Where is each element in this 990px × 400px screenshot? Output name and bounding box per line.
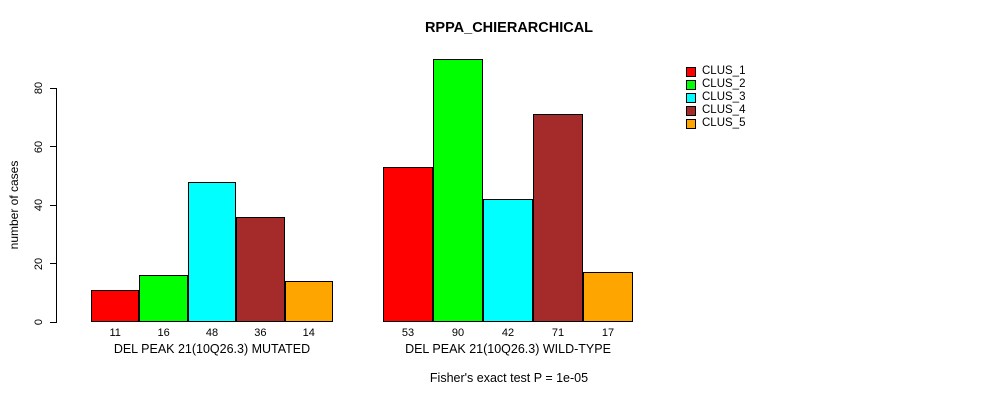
bar: [533, 114, 583, 322]
bar-value-label: 71: [551, 327, 565, 339]
bar: [284, 281, 333, 322]
legend-item: CLUS_3: [686, 91, 745, 104]
fisher-test-annotation: Fisher's exact test P = 1e-05: [429, 371, 589, 385]
legend-swatch: [686, 105, 696, 116]
y-tick-label: 0: [33, 318, 45, 326]
legend-swatch: [686, 79, 696, 90]
y-tick-mark: [50, 263, 57, 264]
group-label: DEL PEAK 21(10Q26.3) WILD-TYPE: [405, 342, 611, 356]
bar: [187, 181, 237, 322]
bar-value-label: 14: [302, 327, 315, 339]
legend-label: CLUS_1: [702, 65, 746, 77]
legend-swatch: [686, 66, 696, 77]
bar-value-label: 36: [254, 327, 267, 339]
legend-item: CLUS_2: [686, 78, 745, 91]
bar-value-label: 11: [109, 327, 121, 339]
legend-label: CLUS_3: [702, 91, 746, 103]
legend-label: CLUS_4: [702, 104, 746, 116]
bar: [139, 275, 188, 322]
bar-value-label: 53: [401, 327, 415, 339]
y-tick-label: 20: [33, 257, 45, 270]
bar: [383, 166, 433, 322]
legend-item: CLUS_4: [686, 104, 745, 117]
y-tick-label: 80: [33, 81, 45, 95]
legend-label: CLUS_2: [702, 78, 746, 90]
bar: [433, 58, 483, 322]
y-tick-mark: [50, 146, 57, 147]
legend-item: CLUS_5: [686, 117, 745, 130]
bar: [483, 199, 533, 322]
bar: [236, 216, 285, 322]
legend: CLUS_1 CLUS_2 CLUS_3 CLUS_4 CLUS_5: [686, 65, 745, 130]
legend-item: CLUS_1: [686, 65, 745, 78]
y-tick-label: 40: [33, 198, 45, 212]
legend-swatch: [686, 118, 696, 129]
bar-value-label: 17: [601, 327, 615, 339]
y-axis-line: [56, 88, 57, 323]
bar: [583, 272, 633, 322]
chart-title: RPPA_CHIERARCHICAL: [424, 20, 594, 36]
y-tick-label: 60: [33, 140, 45, 153]
bar-value-label: 48: [205, 327, 219, 339]
bar: [91, 289, 140, 322]
y-tick-mark: [50, 204, 57, 206]
group-label: DEL PEAK 21(10Q26.3) MUTATED: [113, 342, 311, 356]
legend-swatch: [686, 92, 696, 103]
legend-label: CLUS_5: [702, 117, 746, 129]
y-axis-title: number of cases: [7, 160, 21, 250]
y-tick-mark: [50, 87, 57, 89]
y-tick-mark: [50, 321, 57, 323]
bar-value-label: 42: [501, 327, 515, 339]
bar-value-label: 90: [451, 327, 465, 339]
bar-value-label: 16: [157, 327, 170, 339]
